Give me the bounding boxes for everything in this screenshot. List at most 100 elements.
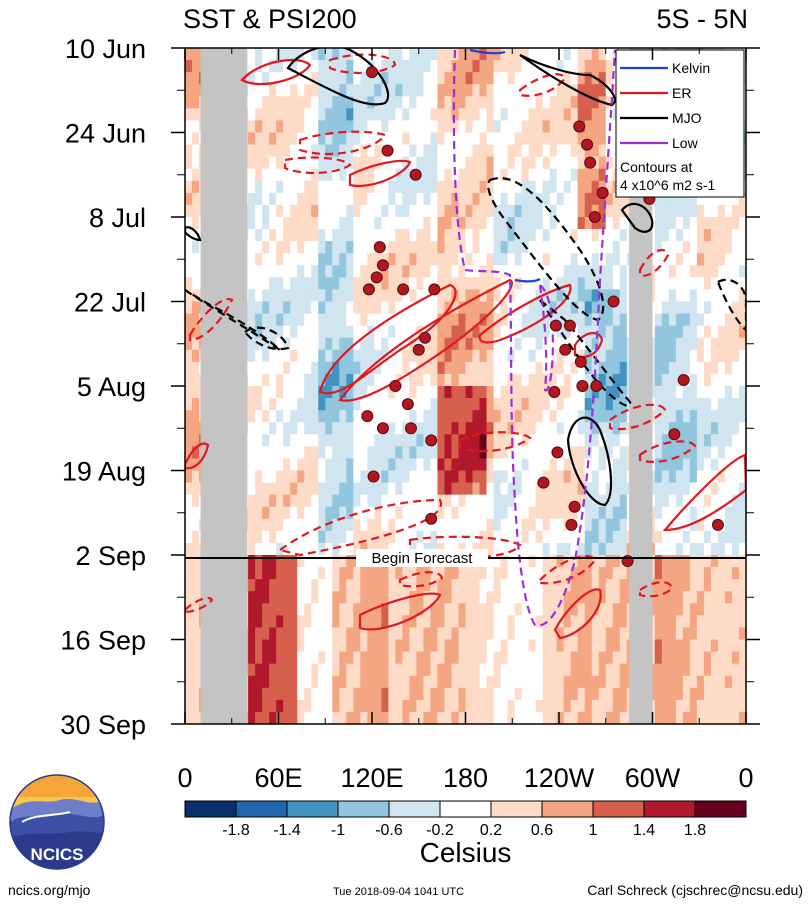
sst-cell: [430, 663, 439, 677]
sst-cell: [563, 144, 572, 158]
sst-cell: [486, 386, 495, 399]
sst-cell: [395, 265, 403, 278]
sst-cell: [570, 446, 579, 460]
sst-cell: [304, 434, 312, 447]
sst-cell: [346, 663, 354, 677]
sst-cell: [353, 349, 361, 363]
sst-cell: [612, 229, 621, 242]
sst-cell: [710, 542, 719, 556]
sst-cell: [458, 48, 467, 61]
sst-cell: [682, 615, 691, 629]
sst-cell: [409, 687, 418, 701]
sst-cell: [262, 277, 270, 291]
sst-cell: [605, 615, 614, 629]
sst-cell: [325, 289, 333, 303]
sst-cell: [395, 84, 403, 97]
sst-cell: [535, 253, 544, 266]
sst-cell: [479, 506, 488, 520]
sst-cell: [290, 398, 298, 411]
land-mask: [200, 48, 248, 724]
sst-cell: [584, 579, 593, 592]
sst-cell: [360, 627, 368, 641]
sst-cell: [374, 651, 382, 665]
sst-cell: [570, 72, 579, 85]
sst-cell: [542, 506, 551, 520]
sst-cell: [514, 555, 523, 568]
sst-cell: [269, 651, 277, 665]
sst-cell: [500, 542, 509, 556]
sst-cell: [346, 229, 354, 242]
sst-cell: [332, 156, 340, 170]
sst-cell: [486, 675, 495, 689]
sst-cell: [451, 253, 460, 266]
sst-cell: [472, 253, 481, 266]
sst-cell: [269, 313, 277, 327]
footer-url[interactable]: ncics.org/mjo: [8, 882, 91, 898]
sst-cell: [283, 156, 291, 170]
sst-cell: [605, 434, 614, 447]
sst-cell: [395, 361, 403, 375]
sst-cell: [430, 84, 439, 97]
sst-cell: [731, 204, 740, 218]
sst-cell: [472, 699, 481, 713]
sst-cell: [297, 410, 305, 423]
sst-cell: [703, 675, 712, 689]
sst-cell: [654, 675, 663, 689]
sst-cell: [717, 229, 726, 242]
sst-cell: [388, 204, 396, 218]
sst-cell: [535, 168, 544, 182]
sst-cell: [297, 494, 305, 508]
sst-cell: [717, 615, 726, 629]
sst-cell: [269, 663, 277, 677]
sst-cell: [563, 277, 572, 291]
sst-cell: [717, 410, 726, 423]
sst-cell: [535, 48, 544, 61]
sst-cell: [304, 579, 312, 592]
sst-cell: [570, 373, 579, 387]
sst-cell: [269, 711, 277, 724]
sst-cell: [605, 446, 614, 460]
sst-cell: [570, 506, 579, 520]
sst-cell: [521, 229, 530, 242]
sst-cell: [731, 229, 740, 242]
sst-cell: [346, 84, 354, 97]
sst-cell: [276, 241, 284, 254]
sst-cell: [290, 482, 298, 496]
er-dashed-contour: [638, 581, 674, 598]
sst-cell: [717, 555, 726, 568]
sst-cell: [703, 555, 712, 568]
sst-cell: [339, 373, 347, 387]
sst-cell: [605, 229, 614, 242]
sst-cell: [318, 398, 326, 411]
sst-cell: [479, 277, 488, 291]
sst-cell: [339, 84, 347, 97]
sst-cell: [325, 518, 333, 532]
sst-cell: [724, 615, 733, 629]
sst-cell: [283, 108, 291, 122]
sst-cell: [563, 386, 572, 399]
sst-cell: [507, 48, 516, 61]
sst-cell: [738, 265, 746, 278]
sst-cell: [360, 217, 368, 230]
sst-cell: [360, 277, 368, 291]
sst-cell: [598, 579, 607, 592]
sst-cell: [535, 494, 544, 508]
sst-cell: [185, 687, 193, 701]
sst-cell: [521, 567, 530, 580]
sst-cell: [675, 313, 684, 327]
sst-cell: [276, 603, 284, 616]
y-tick-label: 22 Jul: [74, 288, 146, 318]
storm-marker: [373, 241, 386, 254]
sst-cell: [318, 60, 326, 73]
sst-cell: [458, 180, 467, 194]
sst-cell: [710, 361, 719, 375]
legend-note-line1: Contours at: [620, 159, 692, 175]
sst-cell: [283, 217, 291, 230]
sst-cell: [192, 229, 200, 242]
sst-cell: [689, 555, 698, 568]
sst-cell: [591, 663, 600, 677]
sst-cell: [668, 289, 677, 303]
sst-cell: [612, 518, 621, 532]
sst-cell: [437, 132, 446, 146]
